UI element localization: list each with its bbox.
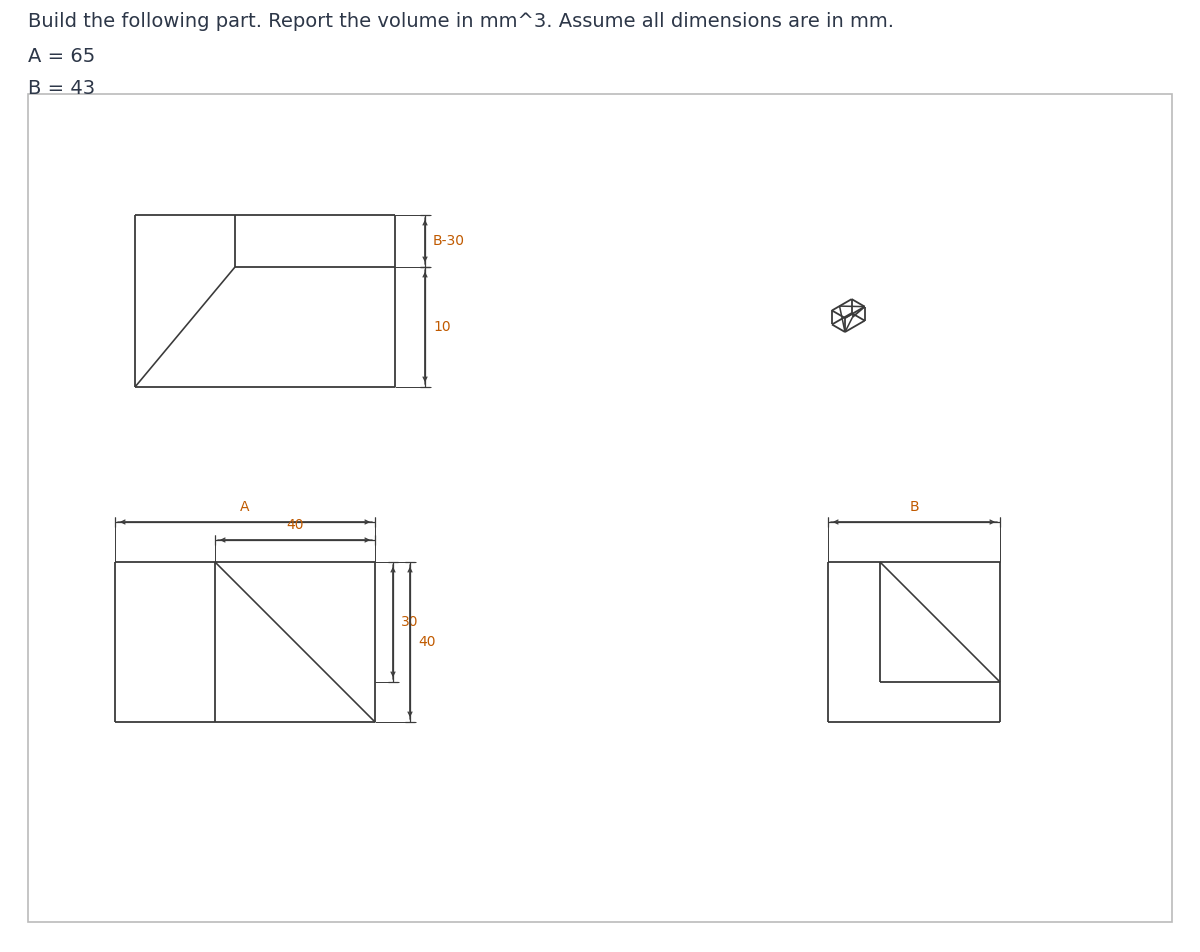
Text: 40: 40 [287,518,304,532]
Text: B-30: B-30 [433,234,466,248]
Bar [28,94,1172,922]
Text: B = 43: B = 43 [28,79,95,98]
Text: Build the following part. Report the volume in mm^3. Assume all dimensions are i: Build the following part. Report the vol… [28,12,894,31]
Text: 30: 30 [401,615,419,629]
Text: B: B [910,500,919,514]
Text: A = 65: A = 65 [28,47,95,66]
Text: 10: 10 [433,320,451,334]
Text: A: A [240,500,250,514]
Text: 40: 40 [418,635,436,649]
